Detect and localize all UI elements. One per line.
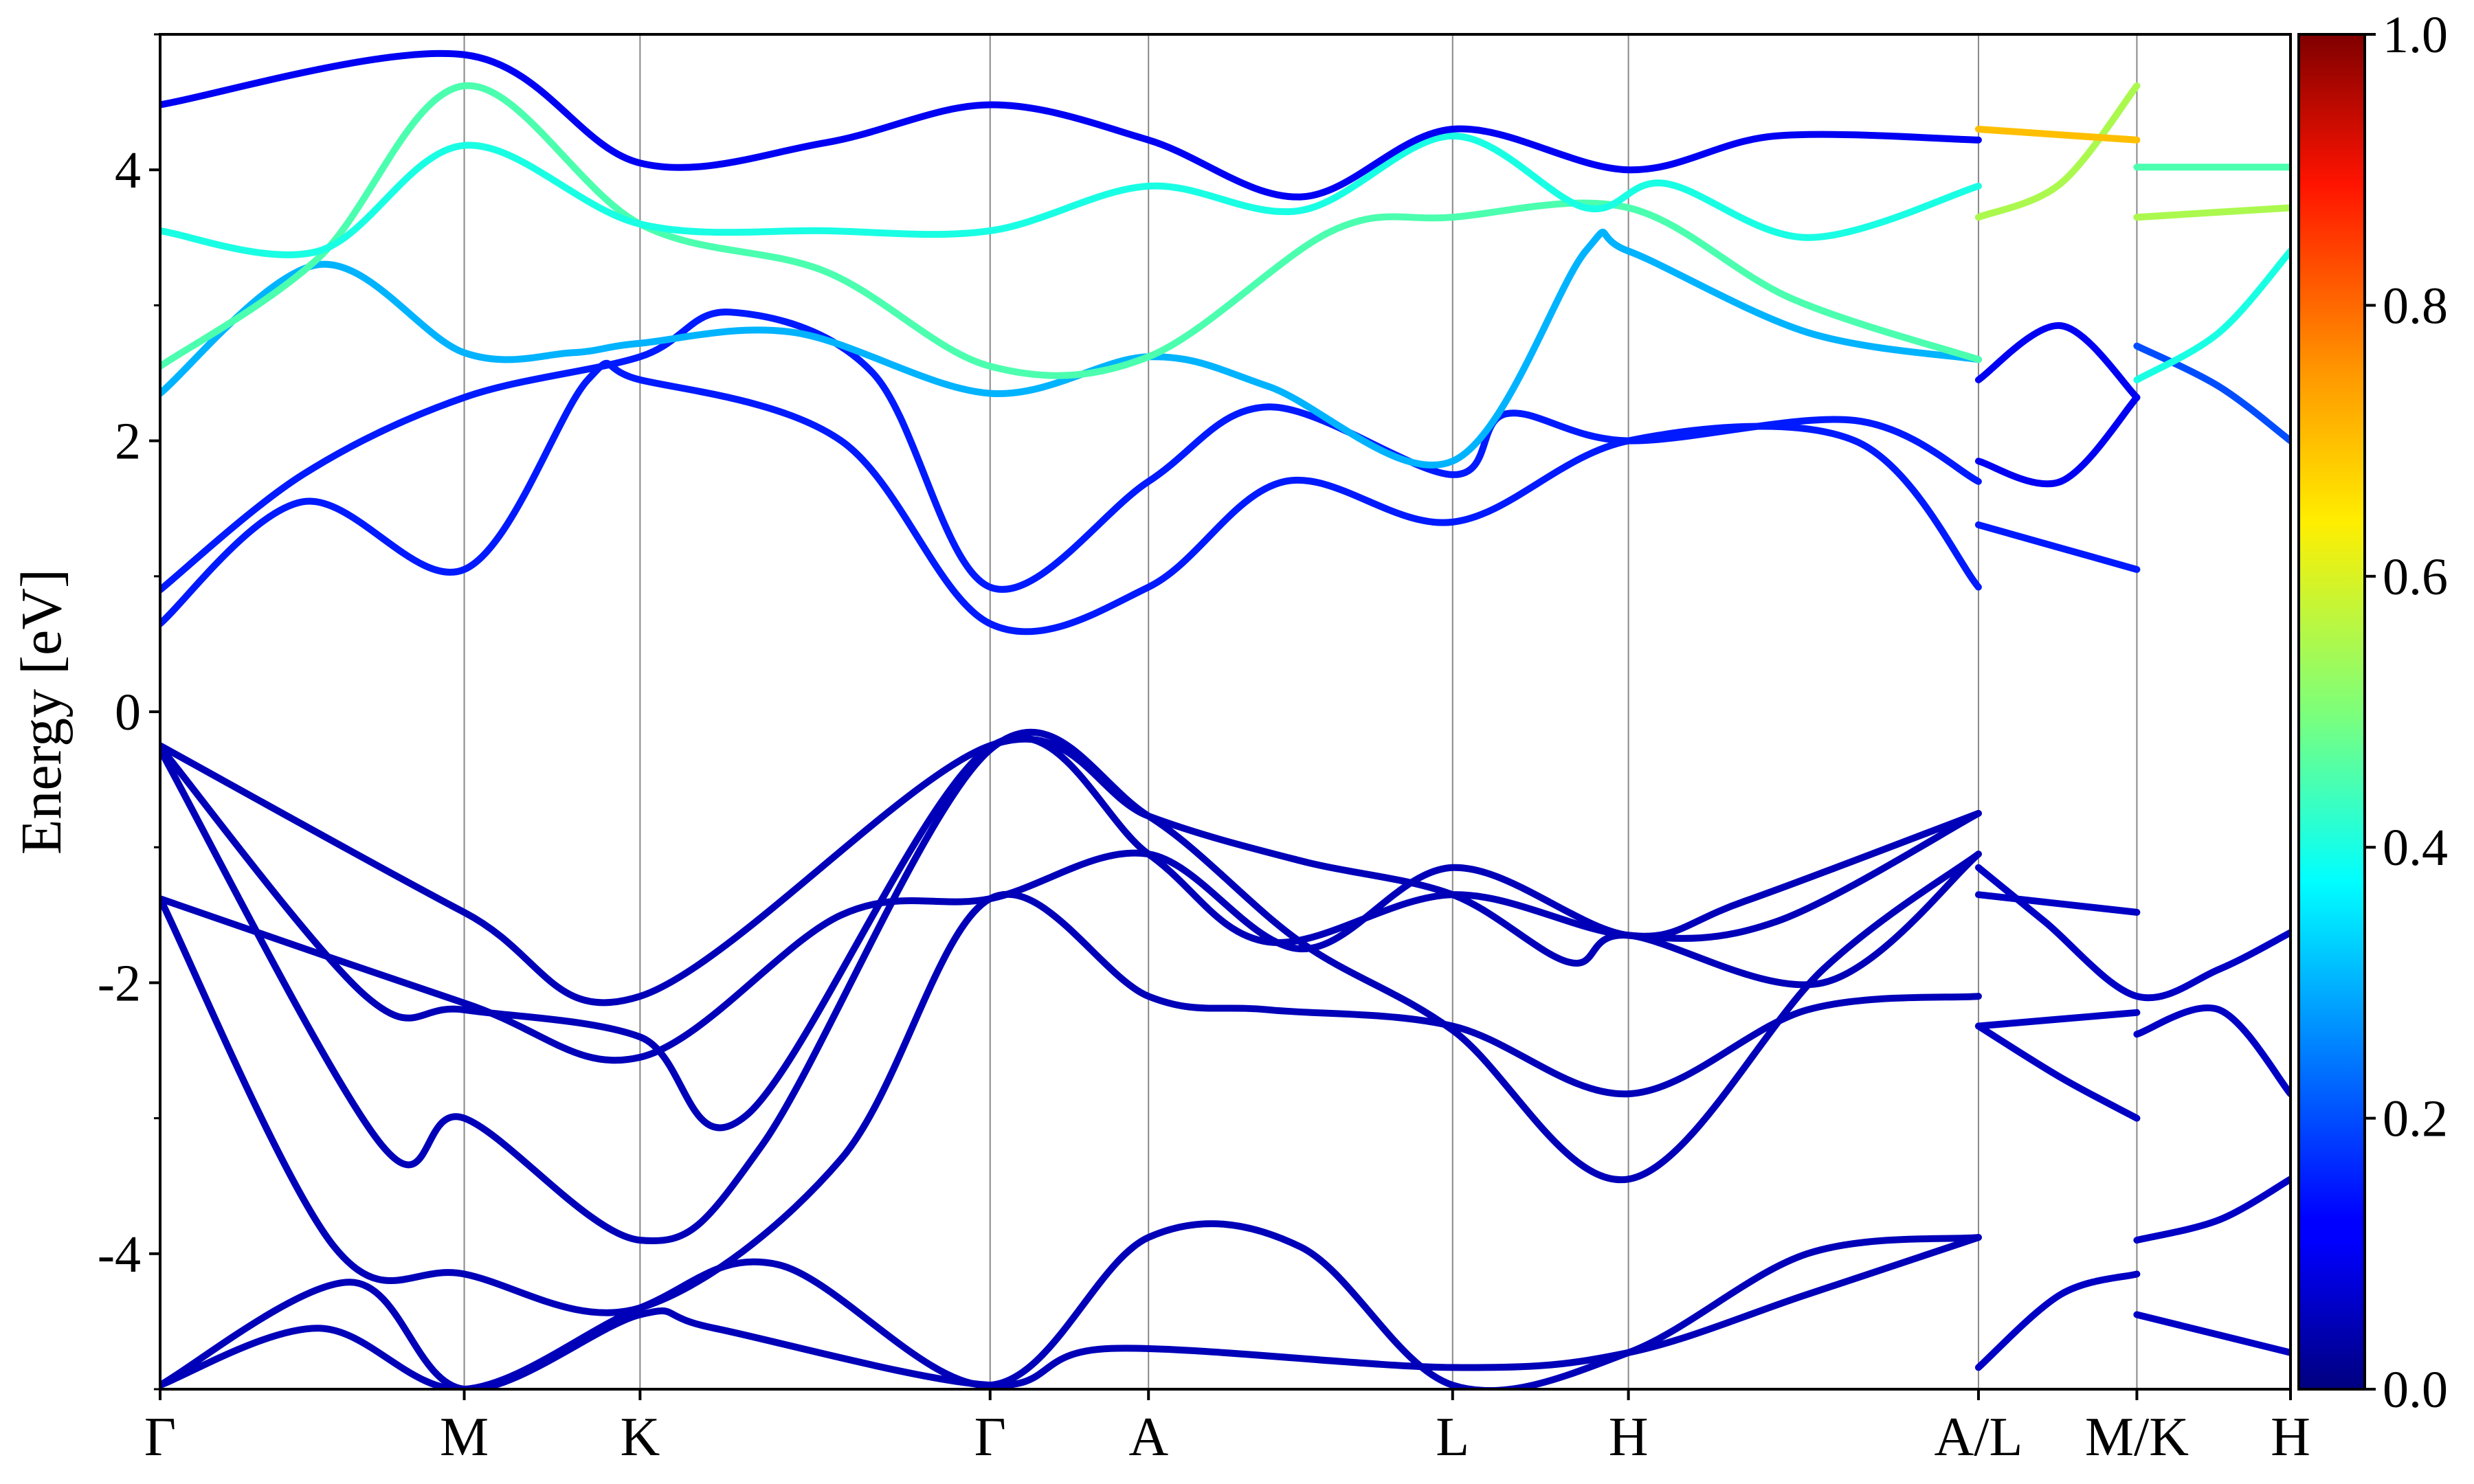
- band-line-9: [1974, 1009, 2141, 1030]
- y-tick-label: -4: [98, 1226, 141, 1283]
- y-tick-label: 2: [115, 413, 141, 471]
- band-line-5: [160, 735, 1982, 1007]
- colorbar: 0.0 0.2 0.4 0.6 0.8 1.0: [2297, 6, 2448, 1419]
- band-line-14: [2133, 1311, 2291, 1356]
- band-line-13: [2133, 1176, 2291, 1244]
- kpoint-label: H: [1609, 1407, 1649, 1468]
- y-axis: 4 2 0 -2 -4: [98, 33, 160, 1391]
- kpoint-label: Γ: [974, 1407, 1006, 1468]
- band-line-7: [1974, 864, 2291, 1002]
- band-line-12: [2133, 1004, 2291, 1098]
- band-line-23: [1974, 322, 2141, 401]
- band-line-25: [1974, 521, 2141, 573]
- band-line-19: [160, 132, 1982, 258]
- kpoint-label: A/L: [1935, 1407, 2023, 1468]
- kpoint-label: A: [1128, 1407, 1168, 1468]
- bands: [160, 49, 2291, 1389]
- band-line-29: [2133, 247, 2291, 383]
- band-line-16: [160, 308, 1982, 594]
- band-line-26: [2133, 342, 2291, 445]
- colorbar-tick-label: 0.4: [2383, 819, 2448, 877]
- y-axis-title: Energy [eV]: [10, 569, 74, 855]
- colorbar-tick-label: 0.2: [2383, 1090, 2448, 1148]
- y-tick-label: -2: [98, 954, 141, 1012]
- kpoint-label: H: [2271, 1407, 2310, 1468]
- band-line-27: [2133, 204, 2291, 221]
- colorbar-tick-label: 0.0: [2383, 1361, 2448, 1419]
- kpoint-label: Γ: [144, 1407, 176, 1468]
- band-line-6: [160, 809, 1982, 1064]
- plot-frame: [159, 33, 2292, 1391]
- x-axis: Γ M K Γ A L H A/L M/K H: [144, 1389, 2310, 1468]
- band-line-10: [1974, 1022, 2141, 1122]
- band-line-15: [160, 359, 1982, 636]
- band-line-20: [160, 49, 1982, 201]
- kpoint-label: L: [1436, 1407, 1469, 1468]
- y-tick-label: 0: [115, 684, 141, 741]
- band-line-18: [160, 82, 1982, 379]
- y-tick-label: 4: [115, 142, 141, 199]
- colorbar-gradient: [2297, 33, 2366, 1391]
- colorbar-tick-label: 0.8: [2383, 277, 2448, 335]
- band-line-17: [160, 228, 1982, 469]
- band-line-21: [1974, 82, 2141, 221]
- colorbar-tick-label: 1.0: [2383, 6, 2448, 64]
- colorbar-tick-label: 0.6: [2383, 548, 2448, 606]
- band-line-8: [1974, 891, 2141, 916]
- band-line-24: [1974, 394, 2141, 488]
- kpoint-label: M/K: [2085, 1407, 2189, 1468]
- band-line-3: [160, 728, 1982, 1244]
- band-line-11: [1974, 1270, 2141, 1371]
- band-line-1: [160, 1234, 1982, 1389]
- kpoint-label: M: [440, 1407, 489, 1468]
- kpoint-label: K: [620, 1407, 660, 1468]
- high-symmetry-lines: [463, 34, 2138, 1389]
- band-line-22: [1974, 126, 2141, 144]
